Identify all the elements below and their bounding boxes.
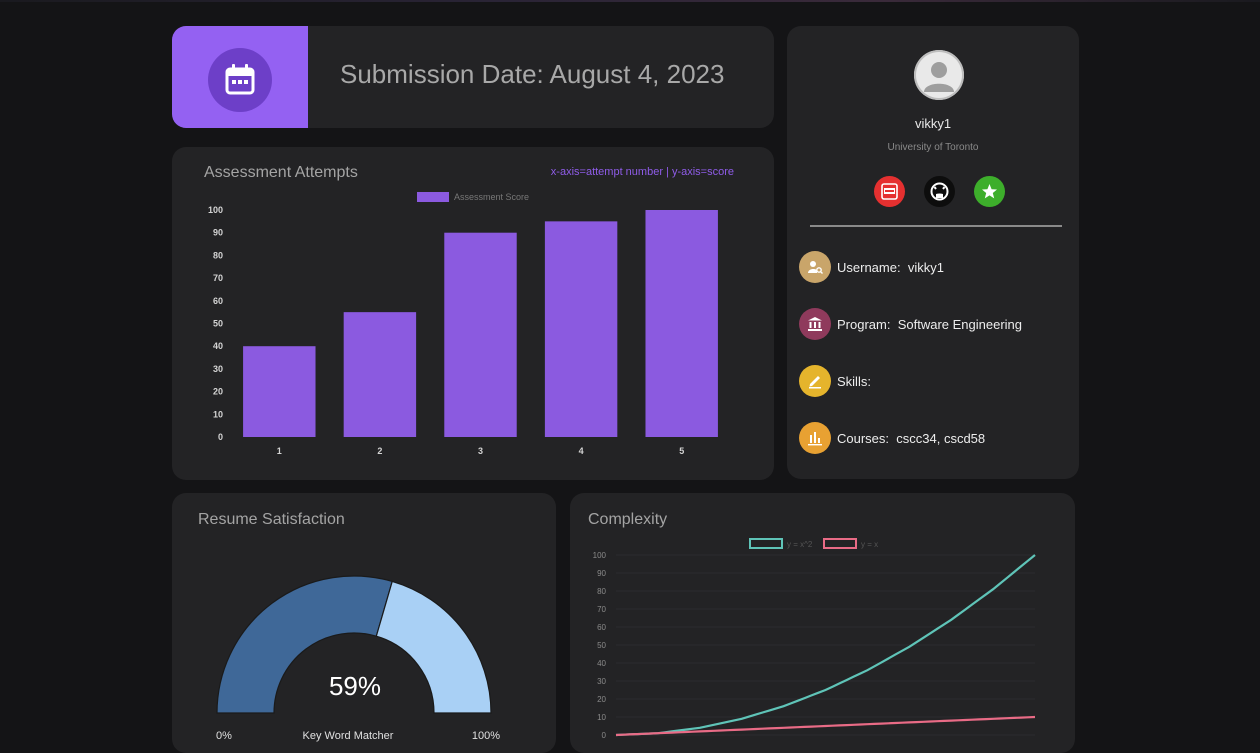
username-label: Username: [837,260,901,275]
complexity-title: Complexity [588,511,668,528]
series-line [615,554,1036,737]
gauge-min-label: 0% [216,730,232,742]
submission-date-text: Submission Date: August 4, 2023 [340,59,725,89]
bar-chart-icon [799,422,831,454]
user-avatar-icon [924,62,954,92]
legend-label: Assessment Score [454,192,529,202]
x-tick-label: 4 [579,446,584,456]
y-tick-label: 70 [597,605,606,614]
series-line [615,715,1036,737]
y-tick-label: 0 [218,432,223,442]
y-tick-label: 60 [597,623,606,632]
y-tick-label: 100 [593,551,607,560]
y-tick-label: 30 [213,364,223,374]
x-tick-label: 3 [478,446,483,456]
y-tick-label: 90 [213,228,223,238]
complexity-line-chart: 0 10 20 30 40 50 60 70 80 90 100 y = x^2 y = x [593,538,1036,740]
y-tick-label: 70 [213,273,223,283]
y-tick-label: 10 [597,713,606,722]
bar [544,221,618,437]
user-search-icon [799,251,831,283]
axis-note: x-axis=attempt number | y-axis=score [550,166,734,178]
gauge-percent-text: 59% [329,671,381,701]
assessment-attempts-title: Assessment Attempts [204,164,358,181]
resume-gauge: 59% 0% Key Word Matcher 100% [216,575,500,742]
courses-value: cscc34, cscd58 [896,431,986,446]
gauge-max-label: 100% [472,730,500,742]
y-tick-label: 60 [213,296,223,306]
username-value: vikky1 [907,260,944,275]
courses-label: Courses: [837,431,890,446]
resume-satisfaction-title: Resume Satisfaction [198,511,345,528]
institution-icon [799,308,831,340]
y-tick-label: 80 [213,250,223,260]
legend-label: y = x^2 [787,540,813,549]
y-tick-label: 40 [597,659,606,668]
legend-label: y = x [861,540,878,549]
y-tick-label: 100 [208,205,223,215]
y-tick-label: 90 [597,569,606,578]
y-tick-label: 50 [597,641,606,650]
profile-name: vikky1 [914,116,952,131]
y-tick-label: 20 [213,387,223,397]
github-icon[interactable] [924,176,955,207]
x-tick-label: 5 [679,446,684,456]
bar [645,210,718,437]
pencil-icon [799,365,831,397]
gauge-remaining-arc [375,580,492,714]
legend-swatch [417,192,449,202]
y-tick-label: 50 [213,319,223,329]
assessment-bar-chart: 0 10 20 30 40 50 60 70 80 90 100 1 2 3 4 5 Assessment Sc… [208,192,718,456]
skills-label: Skills: [837,374,871,389]
submission-date-card: Submission Date: August 4, 2023 [172,26,774,128]
pdf-icon[interactable] [874,176,905,207]
profile-card: vikky1 University of Toronto [787,26,1079,479]
bar [243,346,316,437]
gauge-metric-label: Key Word Matcher [303,730,394,742]
y-tick-label: 20 [597,695,606,704]
resume-satisfaction-card: Resume Satisfaction 59% 0% Key Word Matc… [172,493,556,753]
legend-swatch [823,538,857,549]
program-label: Program: [837,317,891,332]
profile-school: University of Toronto [887,142,979,153]
x-tick-label: 2 [377,446,382,456]
complexity-card: Complexity 0 10 20 30 40 50 60 70 80 90 100 y = x^2… [570,493,1075,753]
gauge-filled-arc [216,575,393,714]
y-tick-label: 40 [213,341,223,351]
calendar-icon [208,48,272,112]
avatar[interactable] [914,50,964,100]
bar [444,232,517,437]
profile-divider [810,225,1062,227]
y-tick-label: 30 [597,677,606,686]
assessment-attempts-card: Assessment Attempts x-axis=attempt numbe… [172,147,774,480]
y-tick-label: 10 [213,409,223,419]
calendar-icon-box [172,26,308,128]
star-icon[interactable] [974,176,1005,207]
top-accent-line [0,0,1260,2]
bar [343,312,417,437]
y-tick-label: 80 [597,587,606,596]
program-value: Software Engineering [897,317,1023,332]
y-tick-label: 0 [602,731,607,740]
x-tick-label: 1 [277,446,282,456]
legend-swatch [749,538,783,549]
